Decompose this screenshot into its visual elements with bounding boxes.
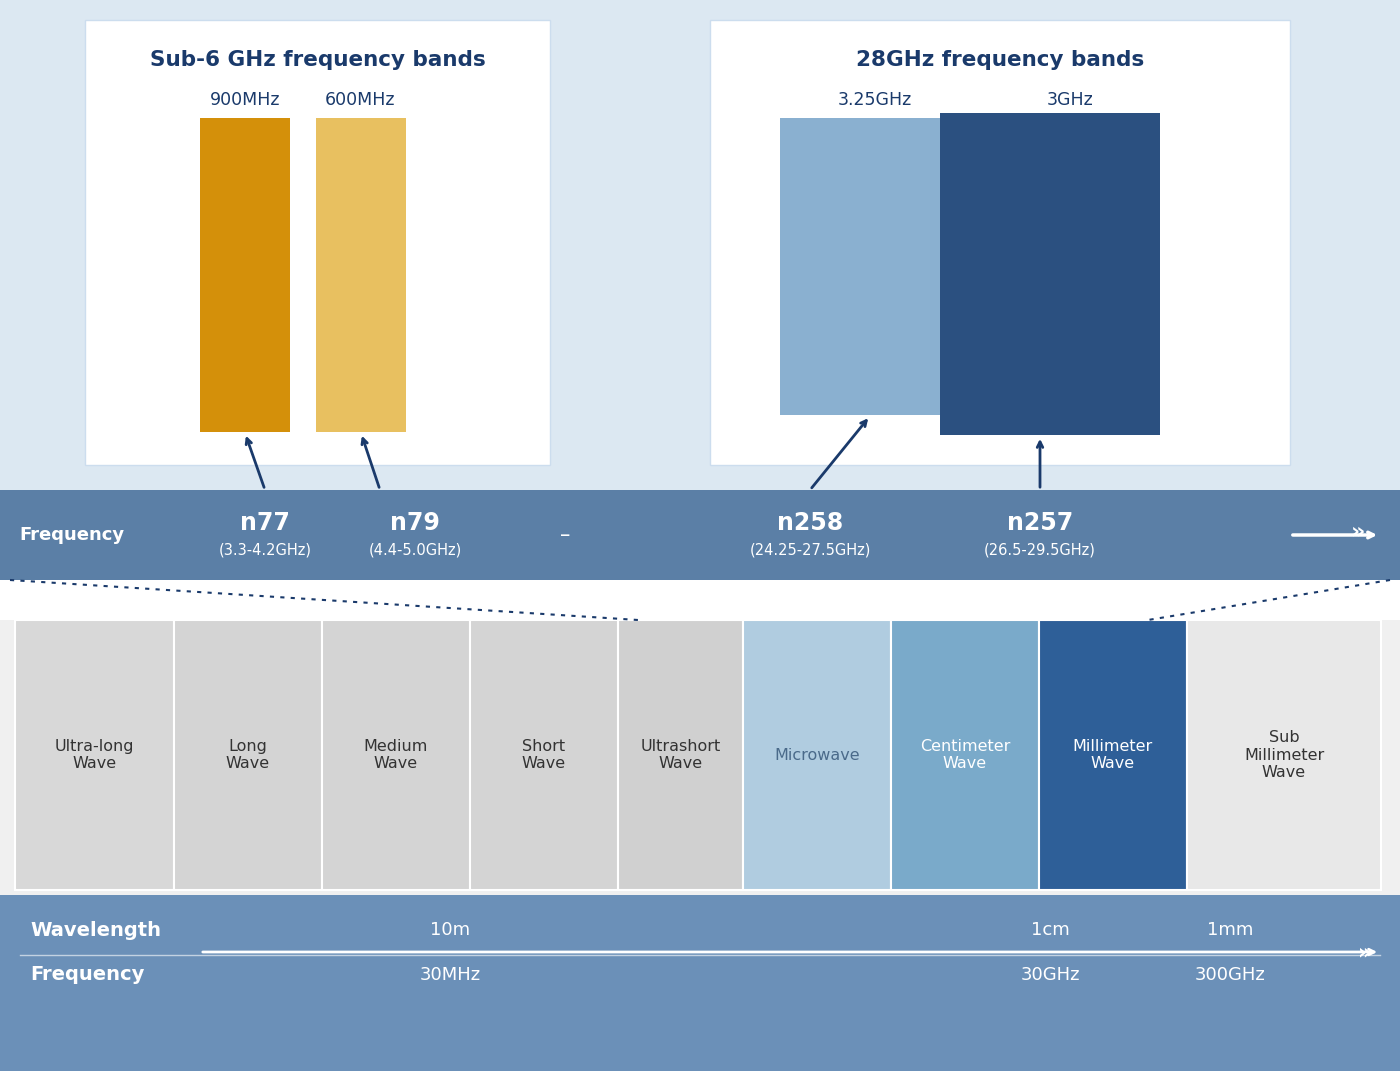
Text: (24.25-27.5GHz): (24.25-27.5GHz) <box>749 543 871 558</box>
Text: 900MHz: 900MHz <box>210 91 280 109</box>
Text: »: » <box>1351 521 1365 541</box>
Text: 1mm: 1mm <box>1207 921 1253 939</box>
Text: Sub
Millimeter
Wave: Sub Millimeter Wave <box>1243 730 1324 780</box>
Bar <box>316 118 406 432</box>
Text: n257: n257 <box>1007 511 1074 536</box>
Bar <box>0 491 1400 580</box>
Text: Frequency: Frequency <box>29 965 144 984</box>
Text: Sub-6 GHz frequency bands: Sub-6 GHz frequency bands <box>150 50 486 70</box>
Text: (3.3-4.2GHz): (3.3-4.2GHz) <box>218 543 311 558</box>
Text: 3.25GHz: 3.25GHz <box>837 91 913 109</box>
Bar <box>174 620 322 890</box>
Bar <box>939 114 1161 435</box>
Text: Medium
Wave: Medium Wave <box>364 739 428 771</box>
Text: 10m: 10m <box>430 921 470 939</box>
Text: Wavelength: Wavelength <box>29 920 161 939</box>
Text: Millimeter
Wave: Millimeter Wave <box>1072 739 1154 771</box>
Text: 1cm: 1cm <box>1030 921 1070 939</box>
Text: Short
Wave: Short Wave <box>522 739 566 771</box>
Bar <box>1039 620 1187 890</box>
Text: n79: n79 <box>391 511 440 536</box>
Text: Frequency: Frequency <box>20 526 125 544</box>
Bar <box>780 118 1000 414</box>
Text: n77: n77 <box>239 511 290 536</box>
Text: n258: n258 <box>777 511 843 536</box>
Bar <box>0 620 1400 895</box>
Bar <box>200 118 290 432</box>
Text: Ultrashort
Wave: Ultrashort Wave <box>640 739 721 771</box>
Text: (4.4-5.0GHz): (4.4-5.0GHz) <box>368 543 462 558</box>
Bar <box>890 620 1039 890</box>
Text: Long
Wave: Long Wave <box>225 739 270 771</box>
Text: 30GHz: 30GHz <box>1021 966 1079 984</box>
Bar <box>617 620 743 890</box>
Text: 600MHz: 600MHz <box>325 91 395 109</box>
Bar <box>15 620 174 890</box>
Bar <box>743 620 890 890</box>
Text: 300GHz: 300GHz <box>1194 966 1266 984</box>
Text: Centimeter
Wave: Centimeter Wave <box>920 739 1011 771</box>
Text: 28GHz frequency bands: 28GHz frequency bands <box>855 50 1144 70</box>
Bar <box>0 0 1400 491</box>
Bar <box>85 20 550 465</box>
Bar <box>322 620 470 890</box>
Text: »: » <box>1358 942 1372 962</box>
Bar <box>1187 620 1380 890</box>
Text: 30MHz: 30MHz <box>420 966 480 984</box>
Bar <box>0 580 1400 620</box>
Text: –: – <box>560 525 570 545</box>
Text: 3GHz: 3GHz <box>1047 91 1093 109</box>
Bar <box>0 895 1400 1071</box>
Bar <box>710 20 1289 465</box>
Bar <box>470 620 617 890</box>
Text: (26.5-29.5GHz): (26.5-29.5GHz) <box>984 543 1096 558</box>
Text: Ultra-long
Wave: Ultra-long Wave <box>55 739 134 771</box>
Text: Microwave: Microwave <box>774 748 860 763</box>
